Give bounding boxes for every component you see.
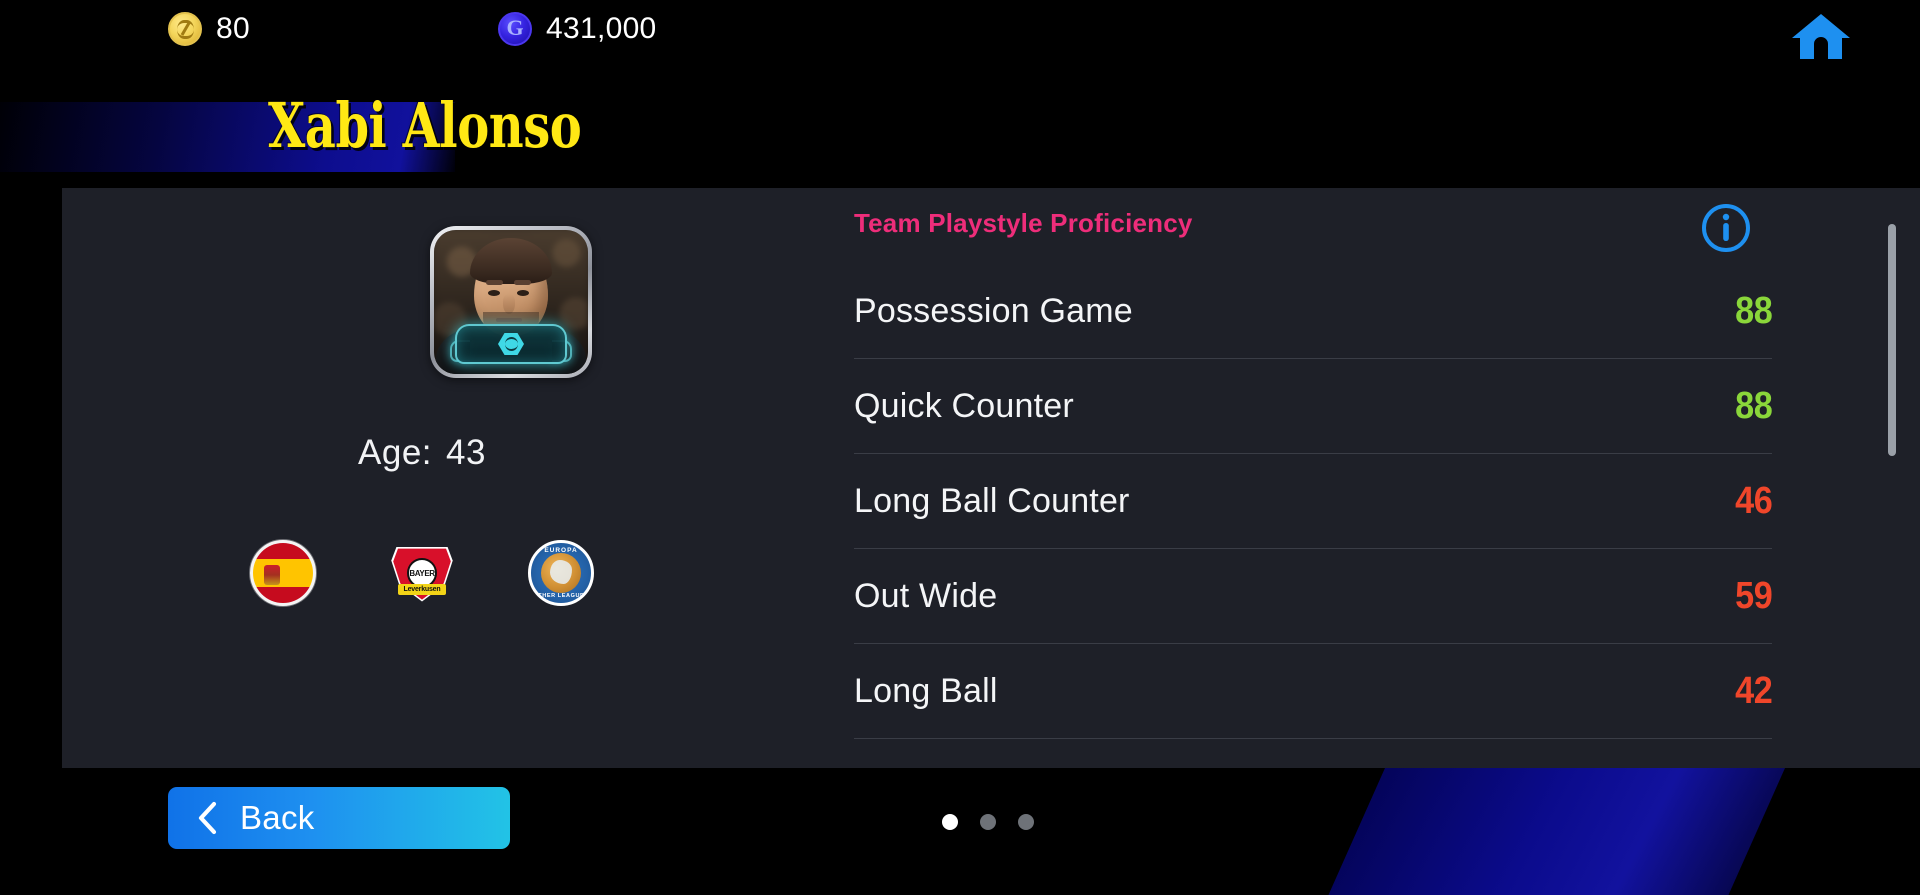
spain-flag-crest[interactable] <box>250 540 316 606</box>
crest-bottom-label: OTHER LEAGUES <box>533 593 589 599</box>
age-value: 43 <box>446 433 486 472</box>
stat-value: 59 <box>1734 574 1773 617</box>
home-icon[interactable] <box>1790 11 1852 61</box>
portrait-image <box>434 230 588 374</box>
gp-currency: G 431,000 <box>498 12 657 46</box>
banner-gradient-shape <box>0 102 455 172</box>
flag-stripe-middle <box>253 558 313 588</box>
page-dot[interactable] <box>1018 814 1034 830</box>
page-indicator <box>942 814 1034 830</box>
portrait-brow-left <box>486 280 503 285</box>
crest-landmass-icon <box>550 560 572 584</box>
info-icon[interactable] <box>1700 202 1752 254</box>
age-label: Age: <box>358 433 433 472</box>
content-panel: Age: 43 BAYER Leverkusen <box>62 188 1920 768</box>
flag-coat-of-arms-icon <box>264 565 281 586</box>
stat-row: Long Ball Counter 46 <box>854 454 1772 549</box>
stat-value: 88 <box>1734 384 1773 427</box>
player-name-banner: Xabi Alonso <box>0 80 1920 190</box>
stat-value: 88 <box>1734 289 1773 332</box>
coin-icon <box>168 12 202 46</box>
gp-value: 431,000 <box>546 12 657 45</box>
stat-label: Long Ball Counter <box>854 481 1130 520</box>
crest-row: BAYER Leverkusen EUROPA OTHER LEAGUES <box>62 540 782 606</box>
portrait-brow-right <box>514 280 531 285</box>
portrait-eye-left <box>488 290 500 296</box>
manager-badge-plate <box>455 324 567 364</box>
coin-currency: 80 <box>168 12 250 46</box>
crest-band-text: Leverkusen <box>398 584 446 595</box>
bottom-bar: Back <box>0 768 1920 895</box>
stat-label: Out Wide <box>854 576 998 615</box>
gp-coin-icon: G <box>498 12 532 46</box>
manager-emblem-icon <box>498 332 524 356</box>
portrait-eye-right <box>517 290 529 296</box>
europa-other-leagues-crest[interactable]: EUROPA OTHER LEAGUES <box>528 540 594 606</box>
stat-list: Possession Game 88 Quick Counter 88 Long Bal… <box>854 264 1772 739</box>
stat-value: 42 <box>1734 669 1773 712</box>
back-button[interactable]: Back <box>168 787 510 849</box>
page-dot[interactable] <box>942 814 958 830</box>
page-dot[interactable] <box>980 814 996 830</box>
stat-row: Quick Counter 88 <box>854 359 1772 454</box>
crest-globe-icon <box>541 553 581 593</box>
crest-top-label: EUROPA <box>544 547 578 554</box>
stat-value: 46 <box>1734 479 1773 522</box>
flag-stripe-top <box>253 543 313 559</box>
stat-label: Quick Counter <box>854 386 1074 425</box>
section-title: Team Playstyle Proficiency <box>854 208 1193 238</box>
portrait-mouth <box>496 318 522 322</box>
player-age: Age: 43 <box>62 433 782 473</box>
stat-row: Long Ball 42 <box>854 644 1772 739</box>
chevron-left-icon <box>196 801 218 835</box>
stat-row: Out Wide 59 <box>854 549 1772 644</box>
flag-stripe-bottom <box>253 587 313 603</box>
stat-label: Possession Game <box>854 291 1133 330</box>
player-profile-column: Age: 43 BAYER Leverkusen <box>62 188 782 768</box>
player-portrait <box>430 226 592 378</box>
top-status-bar: 80 G 431,000 <box>0 0 1920 72</box>
coin-value: 80 <box>216 12 250 45</box>
decorative-blue-shape <box>1328 768 1785 895</box>
page-title: Xabi Alonso <box>268 89 582 162</box>
stat-label: Long Ball <box>854 671 998 710</box>
portrait-nose <box>503 294 515 314</box>
scrollbar-thumb[interactable] <box>1888 224 1896 456</box>
playstyle-proficiency-section: Team Playstyle Proficiency Possession Ga… <box>790 188 1790 768</box>
bayer-leverkusen-crest[interactable]: BAYER Leverkusen <box>389 540 455 606</box>
portrait-frame <box>430 226 592 378</box>
stat-row: Possession Game 88 <box>854 264 1772 359</box>
back-button-label: Back <box>240 799 315 836</box>
scrollbar-track[interactable] <box>1888 202 1908 754</box>
